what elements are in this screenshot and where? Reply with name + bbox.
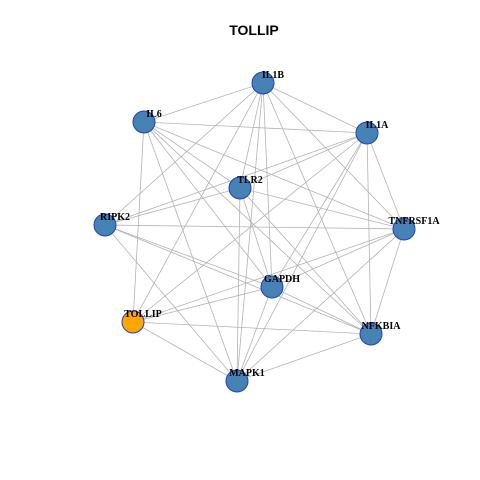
edge-tollip-nfkbia [133,322,371,334]
edge-il6-il1a [144,122,367,133]
edge-tnfrsf1a-mapk1 [237,229,404,381]
node-label-il1a: IL1A [366,120,390,131]
edge-ripk2-mapk1 [105,225,237,381]
node-label-nfkbia: NFKBIA [362,321,402,332]
edge-il1b-il1a [263,83,367,133]
edge-il6-tlr2 [144,122,240,188]
node-label-tnfrsf1a: TNFRSF1A [388,216,440,227]
node-label-tollip: TOLLIP [124,309,162,320]
edge-il1a-nfkbia [367,133,371,334]
edge-gapdh-nfkbia [272,287,371,334]
edge-il1b-gapdh [263,83,272,287]
edge-il1a-gapdh [272,133,367,287]
node-label-mapk1: MAPK1 [229,368,265,379]
edge-il6-mapk1 [144,122,237,381]
node-label-il1b: IL1B [262,70,285,81]
edge-tnfrsf1a-nfkbia [371,229,404,334]
edge-il1a-tollip [133,133,367,322]
edge-tlr2-tnfrsf1a [240,188,404,229]
edge-tollip-mapk1 [133,322,237,381]
node-label-gapdh: GAPDH [264,274,300,285]
edge-tlr2-nfkbia [240,188,371,334]
edge-il1b-tlr2 [240,83,263,188]
edge-il6-tollip [133,122,144,322]
edge-il1a-tnfrsf1a [367,133,404,229]
chart-title: TOLLIP [229,22,279,38]
edge-ripk2-gapdh [105,225,272,287]
edge-il1b-tnfrsf1a [263,83,404,229]
node-label-tlr2: TLR2 [237,175,263,186]
node-label-ripk2: RIPK2 [100,212,130,223]
edge-gapdh-mapk1 [237,287,272,381]
node-label-il6: IL6 [146,109,162,120]
